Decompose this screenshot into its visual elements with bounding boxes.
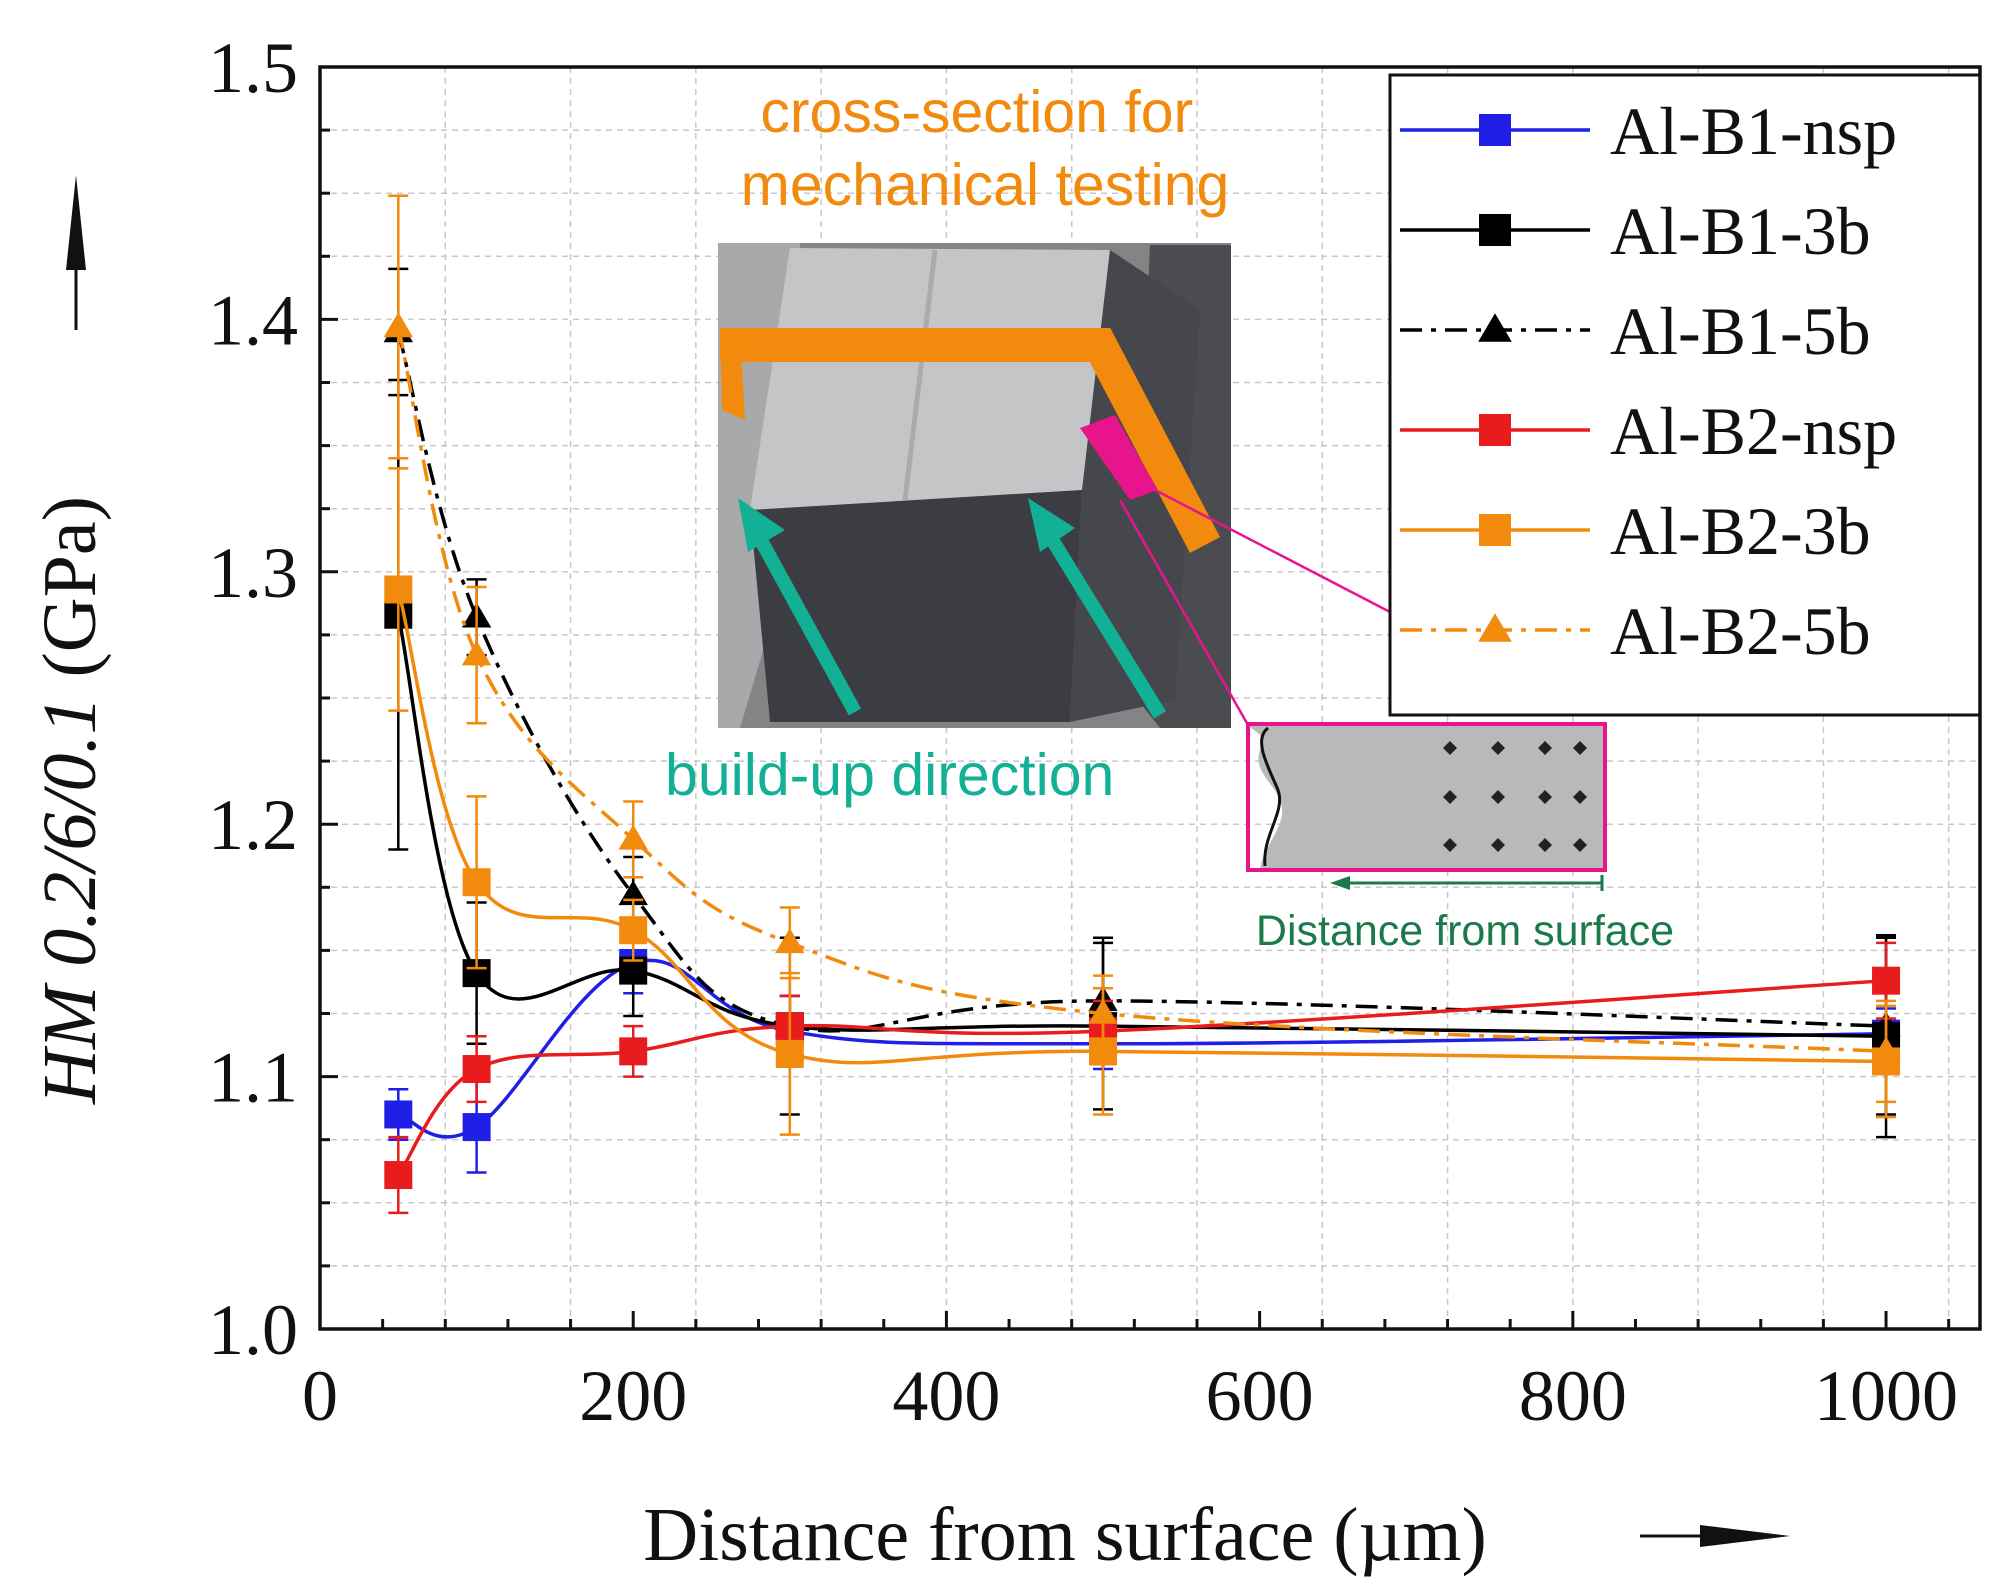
legend-label: Al-B1-5b <box>1610 293 1871 369</box>
data-point <box>462 1055 491 1084</box>
data-point <box>619 916 648 945</box>
legend-label: Al-B2-nsp <box>1610 393 1897 469</box>
data-point <box>619 1037 648 1066</box>
legend-item-Al-B2-5b: Al-B2-5b <box>1400 593 1871 669</box>
photo-caption-line-1: cross-section for <box>760 79 1193 145</box>
series-Al-B2-nsp <box>384 941 1901 1215</box>
legend-marker <box>1478 613 1512 642</box>
legend-item-Al-B1-3b: Al-B1-3b <box>1400 193 1871 269</box>
series-layer <box>383 194 1901 1215</box>
indent-dot <box>1538 741 1552 755</box>
data-point <box>461 640 492 666</box>
indent-dot <box>1538 790 1552 804</box>
y-tick-label: 1.4 <box>208 280 298 360</box>
x-tick-label: 200 <box>579 1356 687 1436</box>
legend-marker <box>1478 313 1512 342</box>
photo-caption-line-2: mechanical testing <box>741 152 1230 218</box>
data-point <box>1088 998 1118 1024</box>
y-tick-label: 1.3 <box>208 533 298 613</box>
legend-marker <box>1479 514 1511 546</box>
indent-dot <box>1491 838 1505 852</box>
photo-caption: cross-section for mechanical testing <box>741 79 1230 218</box>
y-axis-label-unit: (GPa) <box>28 496 112 697</box>
y-tick-label: 1.2 <box>208 785 298 865</box>
x-tick-label: 1000 <box>1814 1356 1958 1436</box>
data-point <box>775 1039 804 1068</box>
data-point <box>383 312 414 338</box>
legend-item-Al-B1-nsp: Al-B1-nsp <box>1400 93 1897 169</box>
y-tick-label: 1.0 <box>208 1290 298 1370</box>
series-line <box>396 331 1887 1033</box>
leader-line-top <box>1154 488 1391 614</box>
legend-marker <box>1479 114 1511 146</box>
y-tick-label: 1.1 <box>208 1038 298 1118</box>
data-point <box>384 1100 413 1129</box>
data-point <box>462 1113 491 1142</box>
x-tick-label: 400 <box>892 1356 1000 1436</box>
x-tick-label: 0 <box>302 1356 338 1436</box>
x-tick-label: 800 <box>1519 1356 1627 1436</box>
data-point <box>775 928 805 954</box>
series-line <box>396 978 1887 1177</box>
legend-label: Al-B2-5b <box>1610 593 1871 669</box>
data-point <box>462 868 491 897</box>
indent-dot <box>1573 741 1587 755</box>
indent-dots <box>1443 741 1587 852</box>
x-tick-label: 600 <box>1206 1356 1314 1436</box>
data-point <box>384 1161 413 1190</box>
y-tick-label: 1.5 <box>208 28 298 108</box>
indent-dot <box>1443 790 1457 804</box>
y-axis-label: HM 0.2/6/0.1 (GPa) <box>28 496 112 1105</box>
indent-dot <box>1491 790 1505 804</box>
y-axis-label-quantity: HM 0.2/6/0.1 <box>28 697 112 1105</box>
data-point <box>384 575 413 604</box>
inset-photo <box>718 243 1231 728</box>
series-line <box>396 614 1887 1038</box>
legend-label: Al-B1-3b <box>1610 193 1871 269</box>
data-point <box>618 824 648 850</box>
inset-distance-label: Distance from surface <box>1256 907 1674 955</box>
legend-item-Al-B2-3b: Al-B2-3b <box>1400 493 1871 569</box>
legend-label: Al-B2-3b <box>1610 493 1871 569</box>
data-point <box>1872 966 1901 995</box>
cross-section-schematic <box>1246 722 1607 891</box>
series-Al-B2-5b <box>383 194 1901 1104</box>
indent-dot <box>1443 741 1457 755</box>
indent-dot <box>1491 741 1505 755</box>
legend: Al-B1-nsp Al-B1-3b Al-B1-5b Al-B2-nsp Al-B2-… <box>1388 73 1982 717</box>
indent-dot <box>1573 790 1587 804</box>
legend-marker <box>1479 214 1511 246</box>
y-axis-arrow <box>66 175 86 330</box>
data-point <box>1871 1036 1901 1062</box>
legend-label: Al-B1-nsp <box>1610 93 1897 169</box>
x-axis-arrow <box>1640 1525 1790 1547</box>
legend-item-Al-B2-nsp: Al-B2-nsp <box>1400 393 1897 469</box>
indent-dot <box>1573 838 1587 852</box>
legend-item-Al-B1-5b: Al-B1-5b <box>1400 293 1871 369</box>
axis-ticks: 0 200 400 600 800 1000 1.0 1.1 1.2 1.3 1.4 1.5 <box>208 28 1958 1436</box>
indent-dot <box>1443 838 1457 852</box>
x-axis-label: Distance from surface (µm) <box>643 1493 1487 1577</box>
leader-line-bottom <box>1118 499 1250 726</box>
build-up-direction-label: build-up direction <box>665 742 1114 808</box>
indent-dot <box>1538 838 1552 852</box>
legend-marker <box>1479 414 1511 446</box>
